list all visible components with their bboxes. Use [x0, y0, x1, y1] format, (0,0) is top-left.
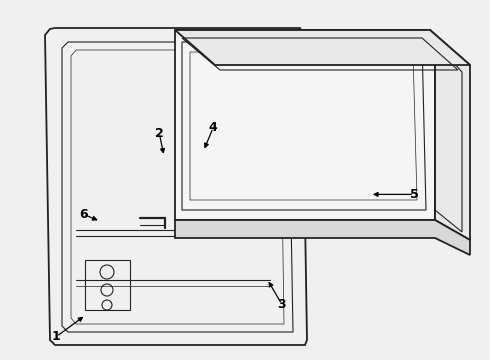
Polygon shape [175, 220, 470, 255]
Text: 4: 4 [209, 121, 218, 134]
Text: 3: 3 [277, 298, 286, 311]
Text: 5: 5 [410, 188, 418, 201]
Text: 2: 2 [155, 127, 164, 140]
Polygon shape [175, 30, 470, 65]
Polygon shape [430, 30, 470, 240]
Polygon shape [175, 30, 435, 220]
Text: 6: 6 [79, 208, 88, 221]
Text: 1: 1 [52, 330, 61, 343]
Polygon shape [45, 28, 307, 345]
